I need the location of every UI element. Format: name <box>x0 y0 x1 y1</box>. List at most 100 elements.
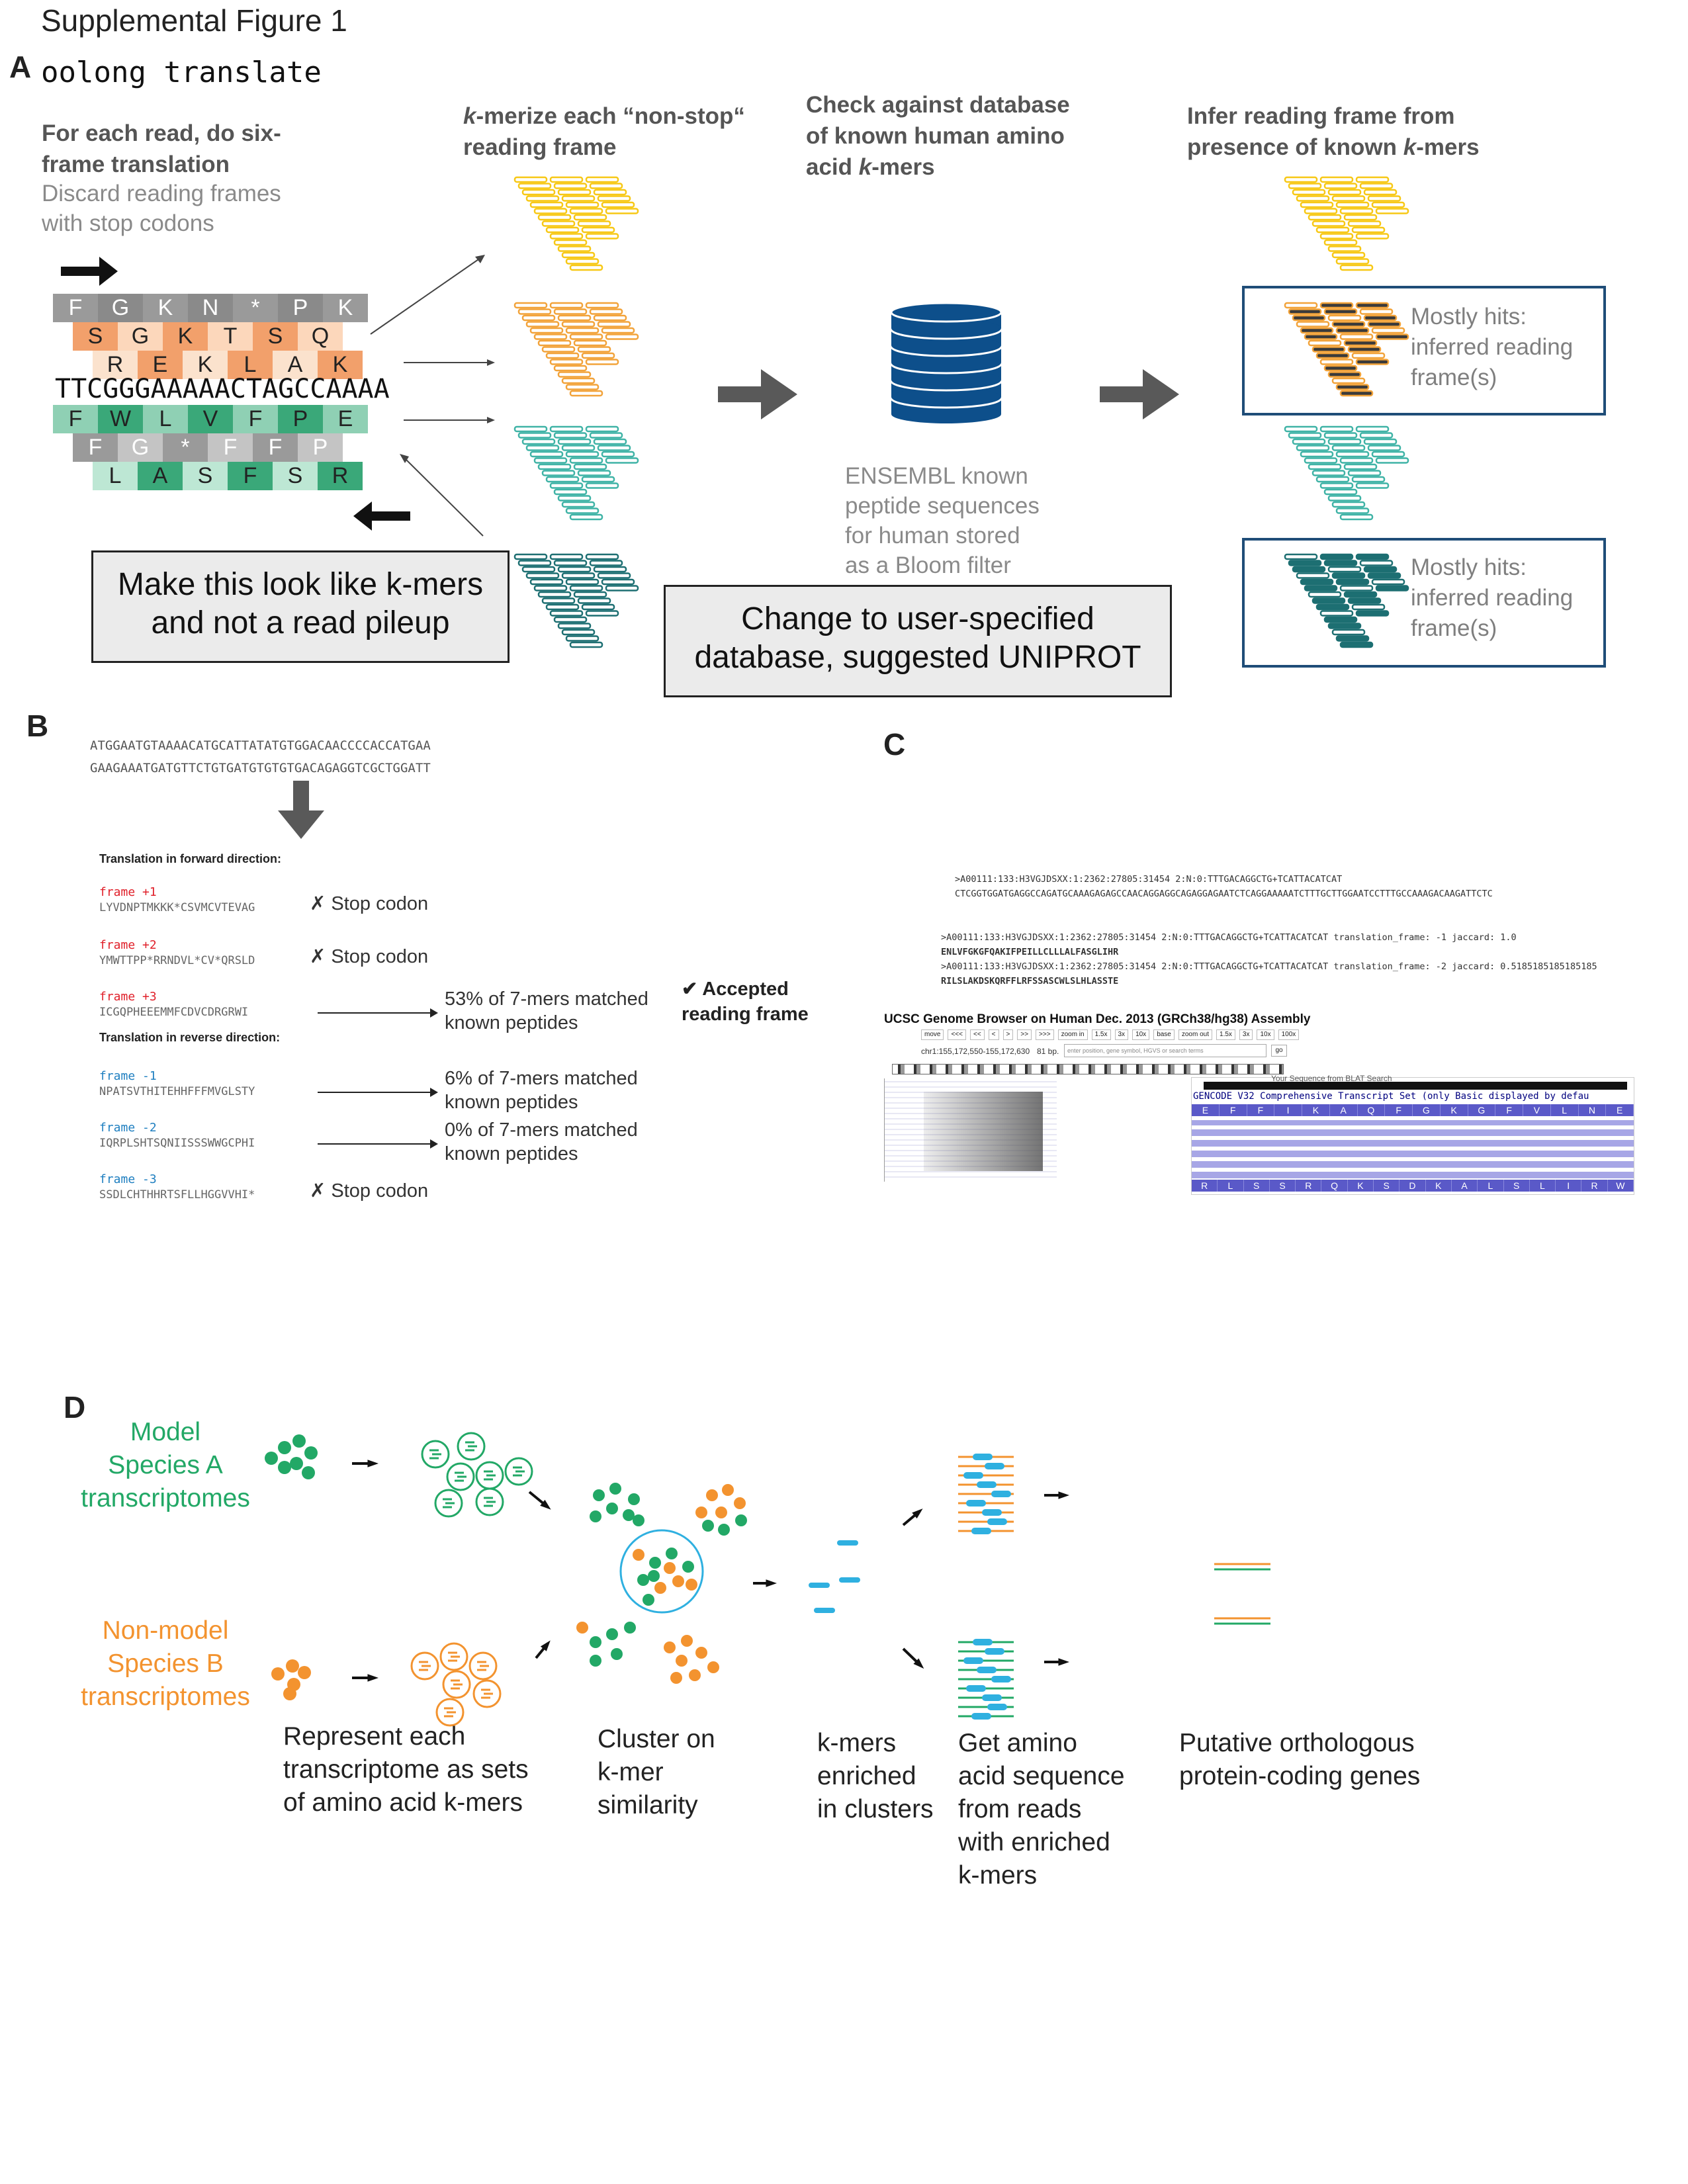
frame-result: 6% of 7-mers matched known peptides <box>445 1068 638 1113</box>
frame-sequence: LYVDNPTMKKK*CSVMCVTEVAG <box>99 901 255 914</box>
hits-text-teal: Mostly hits: inferred reading frame(s) <box>1411 554 1574 641</box>
frame-label: frame +2 <box>99 938 157 952</box>
browser-nav-button[interactable]: 3x <box>1239 1029 1253 1040</box>
kmer-segment <box>1339 585 1374 591</box>
kmer-segment <box>1335 578 1370 586</box>
kmer-segment <box>1288 308 1322 315</box>
browser-nav-button[interactable]: 10x <box>1257 1029 1274 1040</box>
kmer-segment <box>1331 321 1366 328</box>
amino-acid-cell: T <box>208 322 253 351</box>
kmer-dot <box>735 1514 747 1526</box>
kmer-segment <box>557 371 592 378</box>
kmer-dot <box>706 1489 718 1501</box>
kmer-segment <box>1339 333 1374 340</box>
kmer-dot <box>302 1466 315 1479</box>
kmer-segment <box>1315 603 1350 611</box>
connector-lines <box>370 257 491 537</box>
frame-label: frame -2 <box>99 1121 157 1135</box>
browser-nav-button[interactable]: << <box>969 1029 985 1040</box>
browser-nav-button[interactable]: zoom in <box>1057 1029 1088 1040</box>
kmer-segment <box>1323 560 1358 566</box>
kmer-dot <box>695 1507 707 1518</box>
amino-acid-cell: F <box>253 433 298 462</box>
kmer-segment <box>1300 327 1334 334</box>
kmer-segment <box>1363 314 1398 322</box>
kmer-dot <box>628 1493 640 1505</box>
amino-acid-letter: Q <box>1321 1180 1348 1192</box>
kmer-segment <box>557 189 592 196</box>
kmer-segment <box>1323 616 1358 623</box>
kmer-segment <box>561 629 596 636</box>
kmer-segment <box>1371 578 1405 586</box>
kmer-segment <box>1331 251 1366 259</box>
amino-acid-letter: S <box>1270 1180 1296 1192</box>
kmer-segment <box>1292 566 1326 573</box>
kmer-segment <box>1355 482 1390 489</box>
kmer-segment <box>1311 220 1346 227</box>
browser-nav-button[interactable]: zoom out <box>1178 1029 1213 1040</box>
kmer-segment <box>553 365 588 372</box>
kmer-segment <box>1343 214 1378 221</box>
amino-acid-cell: F <box>233 405 278 433</box>
kmer-segment <box>577 597 611 604</box>
putative-label: Putative orthologous protein-coding genes <box>1179 1729 1421 1790</box>
kmer-segment <box>549 610 584 617</box>
position-search-input[interactable]: enter position, gene symbol, HGVS or sea… <box>1064 1044 1266 1057</box>
frame-arrow <box>318 1012 431 1014</box>
note-database-box: Change to user-specified database, sugges… <box>664 585 1172 697</box>
kmer-segment <box>517 308 552 315</box>
browser-nav-button[interactable]: 10x <box>1132 1029 1150 1040</box>
kmer-dot <box>590 1636 601 1648</box>
kmer-segment <box>1284 176 1318 183</box>
amino-acid-letter: N <box>1579 1104 1607 1116</box>
browser-nav-button[interactable]: >> <box>1017 1029 1032 1040</box>
kmer-segment <box>557 566 592 573</box>
kmer-segment <box>1308 591 1342 598</box>
go-button[interactable]: go <box>1271 1045 1287 1057</box>
flow-arrow-icon <box>352 1674 378 1682</box>
browser-nav-button[interactable]: 1.5x <box>1216 1029 1235 1040</box>
kmer-dot <box>611 1648 623 1660</box>
gencode-title: GENCODE V32 Comprehensive Transcript Set… <box>1193 1091 1589 1102</box>
browser-nav-button[interactable]: < <box>988 1029 999 1040</box>
amino-acid-cell: K <box>318 351 363 379</box>
kmer-segment <box>1319 176 1354 183</box>
browser-nav-button[interactable]: 1.5x <box>1091 1029 1111 1040</box>
kmer-segment <box>1311 597 1346 604</box>
kmer-dot <box>624 1622 636 1634</box>
kmer-segment <box>573 463 607 470</box>
step2-title: k-merize each “non-stop“ reading frame <box>463 103 745 160</box>
kmer-segment <box>561 501 596 508</box>
hits-text-orange: Mostly hits: inferred reading frame(s) <box>1411 304 1574 390</box>
flow-arrow-icon <box>902 1508 923 1526</box>
frame-label: frame +3 <box>99 990 157 1004</box>
browser-nav-button[interactable]: <<< <box>948 1029 966 1040</box>
kmer-segment <box>545 476 580 483</box>
amino-acid-letter: E <box>1192 1104 1220 1116</box>
kmer-segment <box>529 201 564 208</box>
kmer-segment <box>1323 365 1358 372</box>
kmer-dot <box>681 1635 693 1647</box>
browser-nav-button[interactable]: 100x <box>1278 1029 1300 1040</box>
position-readout: chr1:155,172,550-155,172,630 <box>921 1047 1030 1056</box>
browser-nav-button[interactable]: 3x <box>1114 1029 1129 1040</box>
browser-nav-button[interactable]: >>> <box>1036 1029 1054 1040</box>
forward-title: Translation in forward direction: <box>99 852 282 865</box>
amino-acid-cell: L <box>93 462 138 490</box>
kmer-segment <box>1327 495 1362 502</box>
kmer-dot <box>304 1446 318 1460</box>
kmer-dot <box>271 1667 285 1681</box>
browser-nav-button[interactable]: move <box>921 1029 944 1040</box>
browser-nav-button[interactable]: base <box>1153 1029 1175 1040</box>
kmer-dot <box>670 1672 682 1684</box>
step3-title: Check against database of known human ami… <box>806 92 1070 180</box>
kmer-segment <box>1355 233 1390 240</box>
kmer-segment <box>545 603 580 611</box>
amino-acid-cell: F <box>53 405 98 433</box>
browser-nav-button[interactable]: > <box>1002 1029 1014 1040</box>
kmer-segment <box>593 566 627 573</box>
kmer-dot <box>593 1489 605 1501</box>
amino-acid-letter: K <box>1348 1180 1374 1192</box>
